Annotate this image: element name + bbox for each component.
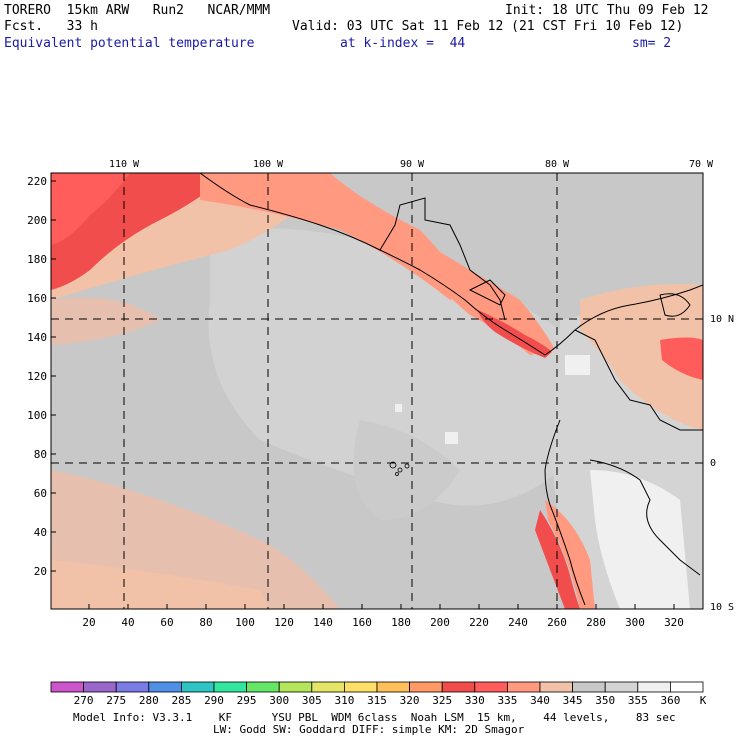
colorbar-unit: K xyxy=(700,694,707,707)
x-tick-label: 200 xyxy=(430,616,450,629)
colorbar-label: 360 xyxy=(660,694,680,707)
x-tick-label: 300 xyxy=(625,616,645,629)
colorbar-swatch xyxy=(506,681,541,693)
colorbar-swatch xyxy=(474,681,508,693)
field-shading xyxy=(51,173,703,609)
x-axis-ticks: 20 40 60 80 100 120 140 160 180 200 220 240 260 280 30… xyxy=(82,604,684,629)
x-tick-label: 240 xyxy=(508,616,528,629)
y-axis-ticks: 220 200 180 160 140 120 100 80 60 40 20 xyxy=(27,175,56,578)
smoothing: sm= 2 xyxy=(632,36,672,51)
colorbar-label: 280 xyxy=(139,694,159,707)
colorbar-label: 335 xyxy=(497,694,517,707)
y-tick-label: 140 xyxy=(27,331,47,344)
y-tick-label: 120 xyxy=(27,370,47,383)
physics-info: LW: Godd SW: Goddard DIFF: simple KM: 2D… xyxy=(213,723,525,736)
lon-label: 90 W xyxy=(400,159,425,170)
colorbar-swatch xyxy=(115,681,150,693)
x-tick-label: 20 xyxy=(82,616,95,629)
x-tick-label: 140 xyxy=(313,616,333,629)
init-time: Init: 18 UTC Thu 09 Feb 12 xyxy=(505,3,709,18)
x-tick-label: 280 xyxy=(586,616,606,629)
map-frame xyxy=(50,172,704,610)
lon-label: 110 W xyxy=(109,159,140,170)
colorbar-label: 305 xyxy=(302,694,322,707)
colorbar: 270 275 280 285 290 295 300 305 310 315 320 325 330 3… xyxy=(50,681,707,707)
k-index: at k-index = 44 xyxy=(340,36,466,51)
model-title: TORERO 15km ARW Run2 NCAR/MMM xyxy=(4,3,271,18)
colorbar-swatch xyxy=(572,681,606,693)
colorbar-label: 295 xyxy=(237,694,257,707)
x-tick-label: 320 xyxy=(664,616,684,629)
colorbar-label: 340 xyxy=(530,694,550,707)
colorbar-label: 270 xyxy=(74,694,94,707)
x-tick-label: 180 xyxy=(391,616,411,629)
y-tick-label: 160 xyxy=(27,292,47,305)
x-tick-label: 220 xyxy=(469,616,489,629)
colorbar-swatch xyxy=(50,681,84,693)
coastlines xyxy=(199,173,703,606)
colorbar-label: 355 xyxy=(628,694,648,707)
model-info: Model Info: V3.3.1 KF YSU PBL WDM 6class… xyxy=(73,711,676,724)
colorbar-label: 310 xyxy=(334,694,354,707)
colorbar-swatch xyxy=(83,681,117,693)
lat-labels: 10 N 0 10 S xyxy=(710,314,734,613)
colorbar-swatch xyxy=(311,681,345,693)
y-tick-label: 200 xyxy=(27,214,47,227)
colorbar-label: 290 xyxy=(204,694,224,707)
lon-labels: 110 W 100 W 90 W 80 W 70 W xyxy=(109,159,714,170)
colorbar-swatch xyxy=(180,681,215,693)
graticule xyxy=(51,173,703,609)
x-tick-label: 160 xyxy=(352,616,372,629)
colorbar-label: 345 xyxy=(563,694,583,707)
colorbar-swatch xyxy=(441,681,476,693)
colorbar-swatch xyxy=(539,681,573,693)
y-tick-label: 180 xyxy=(27,253,47,266)
lat-label: 10 S xyxy=(710,602,734,613)
colorbar-swatch xyxy=(376,681,410,693)
y-tick-label: 100 xyxy=(27,409,47,422)
y-tick-label: 220 xyxy=(27,175,47,188)
field-name: Equivalent potential temperature xyxy=(4,36,255,51)
colorbar-label: 300 xyxy=(269,694,289,707)
colorbar-swatch xyxy=(343,681,378,693)
colorbar-swatch xyxy=(278,681,313,693)
x-tick-label: 260 xyxy=(547,616,567,629)
colorbar-label: 275 xyxy=(106,694,126,707)
colorbar-label: 330 xyxy=(465,694,485,707)
y-tick-label: 60 xyxy=(34,487,47,500)
colorbar-label: 325 xyxy=(432,694,452,707)
colorbar-swatch xyxy=(604,681,639,693)
lon-label: 100 W xyxy=(253,159,284,170)
x-tick-label: 40 xyxy=(121,616,134,629)
valid-time: Valid: 03 UTC Sat 11 Feb 12 (21 CST Fri … xyxy=(292,19,684,34)
y-tick-label: 80 xyxy=(34,448,47,461)
lon-label: 70 W xyxy=(689,159,714,170)
galapagos-islands xyxy=(389,461,410,476)
colorbar-label: 320 xyxy=(400,694,420,707)
colorbar-label: 315 xyxy=(367,694,387,707)
lat-label: 10 N xyxy=(710,314,734,325)
y-tick-label: 20 xyxy=(34,565,47,578)
colorbar-label: 350 xyxy=(595,694,615,707)
x-tick-label: 60 xyxy=(160,616,173,629)
y-tick-label: 40 xyxy=(34,526,47,539)
forecast-hour: Fcst. 33 h xyxy=(4,19,98,34)
x-tick-label: 100 xyxy=(235,616,255,629)
colorbar-swatch xyxy=(637,681,671,693)
colorbar-label: 285 xyxy=(171,694,191,707)
colorbar-swatch xyxy=(148,681,182,693)
lon-label: 80 W xyxy=(545,159,570,170)
colorbar-swatch xyxy=(409,681,443,693)
x-tick-label: 80 xyxy=(199,616,212,629)
colorbar-swatch xyxy=(670,681,704,693)
lat-label: 0 xyxy=(710,458,716,469)
colorbar-swatch xyxy=(213,681,247,693)
x-tick-label: 120 xyxy=(274,616,294,629)
colorbar-swatch xyxy=(246,681,280,693)
